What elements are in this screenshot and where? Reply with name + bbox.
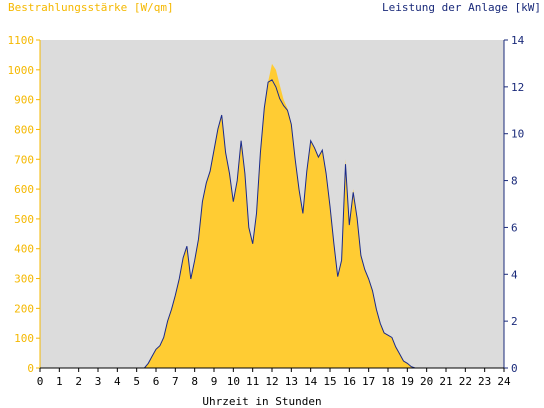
right-tick-label: 8 [511, 175, 518, 188]
right-tick-label: 14 [511, 34, 525, 47]
x-tick-label: 11 [246, 375, 259, 388]
x-tick-label: 8 [191, 375, 198, 388]
x-tick-label: 18 [381, 375, 394, 388]
x-tick-label: 19 [401, 375, 414, 388]
x-tick-label: 0 [37, 375, 44, 388]
x-axis-title: Uhrzeit in Stunden [202, 395, 321, 408]
left-tick-label: 300 [14, 273, 34, 286]
right-tick-label: 10 [511, 128, 524, 141]
right-tick-label: 6 [511, 221, 518, 234]
x-tick-label: 5 [133, 375, 140, 388]
left-axis-ticks: 0 100 200 300 400 500 600 700 800 900 1000 1100 [8, 34, 40, 375]
right-tick-label: 12 [511, 81, 524, 94]
left-tick-label: 200 [14, 302, 34, 315]
left-tick-label: 600 [14, 183, 34, 196]
x-axis-ticks: 0 1 2 3 4 5 6 7 8 9 10 11 12 13 14 15 16 17 18 19 20 21 22 23 24 [37, 368, 511, 388]
x-tick-label: 15 [323, 375, 336, 388]
left-tick-label: 500 [14, 213, 34, 226]
x-tick-label: 7 [172, 375, 179, 388]
left-tick-label: 900 [14, 94, 34, 107]
left-tick-label: 1000 [8, 64, 35, 77]
right-axis-ticks: 0 2 4 6 8 10 12 14 [504, 34, 525, 375]
right-axis-title: Leistung der Anlage [kW] [382, 1, 541, 14]
power-line [40, 79, 504, 369]
x-tick-label: 1 [56, 375, 63, 388]
x-tick-label: 17 [362, 375, 375, 388]
left-tick-label: 400 [14, 243, 34, 256]
x-tick-label: 3 [95, 375, 102, 388]
x-tick-label: 24 [497, 375, 511, 388]
x-tick-label: 9 [211, 375, 218, 388]
right-tick-label: 2 [511, 315, 518, 328]
left-axis-title: Bestrahlungsstärke [W/qm] [8, 1, 174, 14]
x-tick-label: 4 [114, 375, 121, 388]
x-tick-label: 12 [265, 375, 278, 388]
left-tick-label: 0 [27, 362, 34, 375]
x-tick-label: 14 [304, 375, 318, 388]
x-tick-label: 2 [75, 375, 82, 388]
x-tick-label: 20 [420, 375, 433, 388]
x-tick-label: 23 [478, 375, 491, 388]
left-tick-label: 800 [14, 123, 34, 136]
x-tick-label: 10 [227, 375, 240, 388]
right-tick-label: 4 [511, 268, 518, 281]
x-tick-label: 13 [285, 375, 298, 388]
x-tick-label: 6 [153, 375, 160, 388]
irradiance-area [144, 63, 427, 369]
x-tick-label: 16 [343, 375, 356, 388]
left-tick-label: 1100 [8, 34, 35, 47]
left-tick-label: 700 [14, 153, 34, 166]
x-tick-label: 21 [439, 375, 452, 388]
x-tick-label: 22 [459, 375, 472, 388]
left-tick-label: 100 [14, 332, 34, 345]
right-tick-label: 0 [511, 362, 518, 375]
